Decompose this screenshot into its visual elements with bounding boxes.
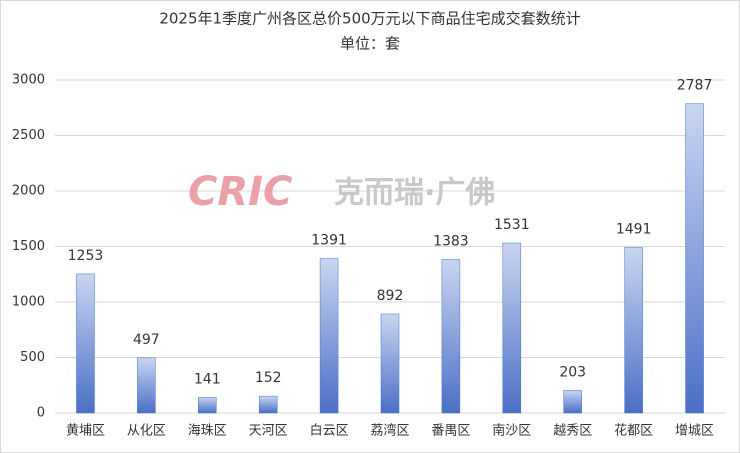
value-label: 152 [255, 370, 282, 386]
bar [380, 313, 400, 414]
value-label: 1383 [433, 233, 469, 249]
value-label: 1253 [68, 248, 104, 264]
x-tick-label: 天河区 [249, 424, 288, 439]
y-tick-label: 0 [37, 406, 45, 421]
bar [198, 397, 217, 414]
x-tick-label: 花都区 [614, 423, 653, 439]
value-label: 1531 [494, 217, 530, 233]
value-label: 1491 [616, 221, 652, 237]
y-tick-label: 2500 [12, 128, 45, 143]
bar [502, 242, 522, 414]
x-tick-label: 荔湾区 [370, 423, 409, 439]
bar [685, 103, 704, 414]
y-tick-label: 500 [20, 350, 45, 365]
value-label: 2787 [677, 78, 713, 94]
bar [258, 395, 278, 414]
value-label: 1391 [311, 233, 347, 249]
chart-title: 2025年1季度广州各区总价500万元以下商品住宅成交套数统计 [159, 10, 580, 28]
bar [563, 390, 582, 414]
x-tick-label: 黄埔区 [66, 424, 105, 439]
y-tick-label: 1500 [12, 239, 45, 254]
value-label: 892 [377, 288, 404, 304]
x-tick-label: 海珠区 [188, 424, 227, 439]
bar [624, 247, 643, 414]
x-tick-label: 越秀区 [553, 424, 592, 439]
value-label: 141 [194, 371, 221, 387]
watermark-text: 克而瑞·广佛 [334, 176, 495, 211]
bar [76, 273, 95, 414]
bar [441, 259, 461, 414]
x-tick-label: 白云区 [310, 423, 349, 439]
value-label: 203 [559, 364, 586, 380]
bar [137, 357, 156, 414]
y-tick-label: 3000 [12, 73, 45, 88]
watermark-logo: CRIC [188, 169, 292, 215]
x-tick-label: 番禺区 [431, 424, 470, 439]
x-tick-label: 从化区 [127, 424, 166, 439]
y-tick-label: 2000 [12, 184, 45, 199]
x-tick-label: 增城区 [675, 424, 714, 439]
chart-subtitle: 单位：套 [340, 35, 400, 53]
value-label: 497 [133, 332, 160, 348]
y-tick-label: 1000 [12, 295, 45, 310]
x-tick-label: 南沙区 [492, 423, 531, 439]
bar [319, 258, 339, 414]
